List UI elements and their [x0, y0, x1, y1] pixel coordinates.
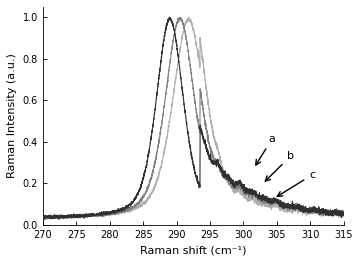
Text: a: a	[256, 134, 276, 165]
Y-axis label: Raman Intensity (a.u.): Raman Intensity (a.u.)	[7, 53, 17, 178]
Text: c: c	[277, 170, 315, 196]
Text: b: b	[265, 151, 294, 181]
X-axis label: Raman shift (cm⁻¹): Raman shift (cm⁻¹)	[140, 245, 247, 255]
